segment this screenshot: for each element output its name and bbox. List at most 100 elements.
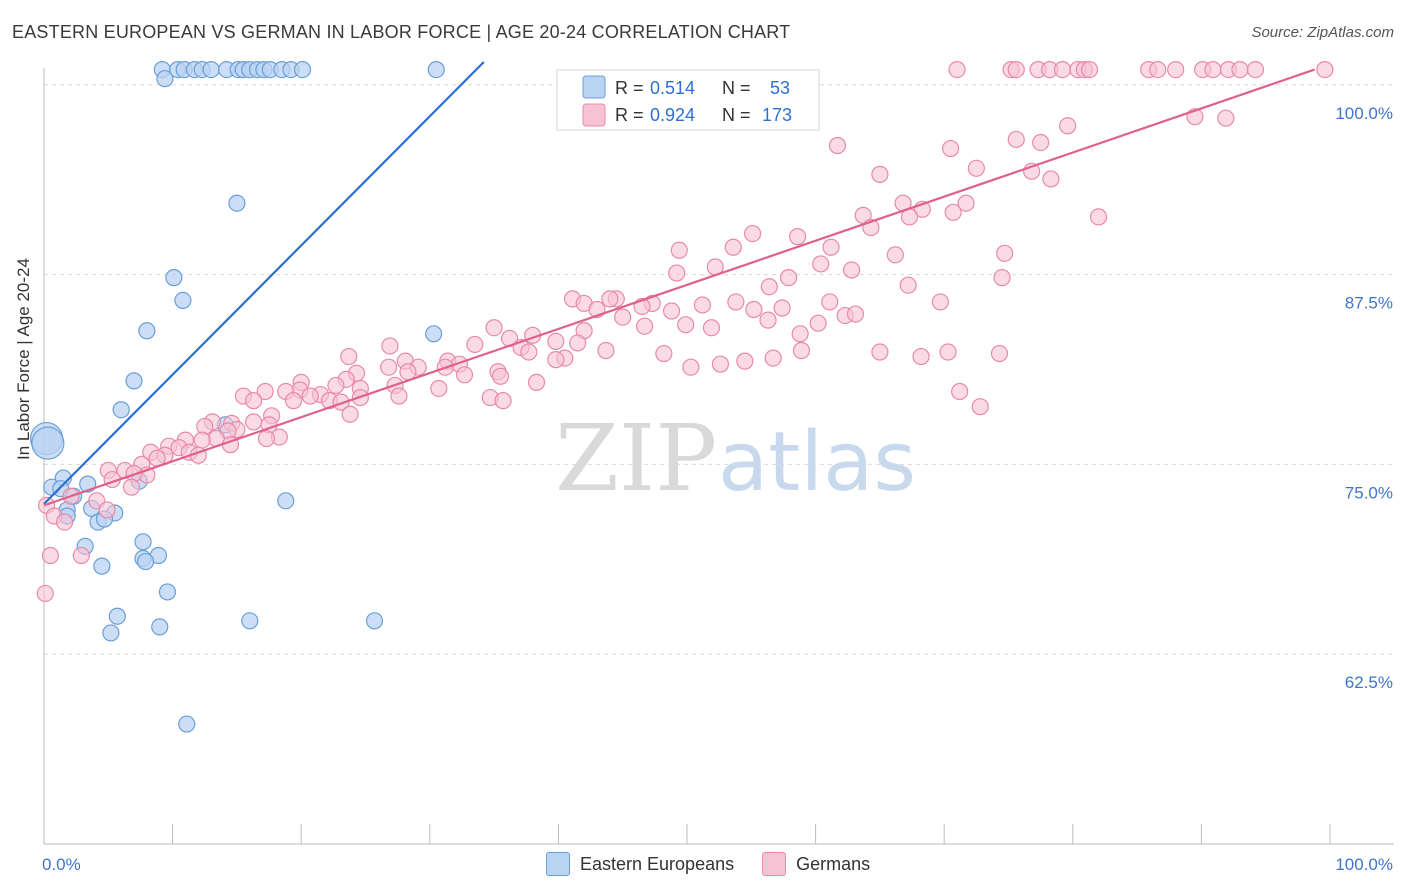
point-german-170: [912, 347, 930, 366]
point-german-72: [702, 319, 721, 337]
y-tick-label-2: 87.5%: [1345, 294, 1393, 313]
point-german-85: [871, 343, 889, 361]
point-german-96: [682, 358, 700, 376]
point-eastern-european-52: [102, 624, 120, 642]
point-german-47: [993, 269, 1011, 287]
y-axis-label: In Labor Force | Age 20-24: [14, 258, 33, 460]
point-german-103: [491, 367, 510, 385]
y-tick-label-0: 62.5%: [1345, 673, 1393, 692]
watermark-atlas: atlas: [718, 415, 916, 510]
point-german-91: [547, 351, 565, 369]
point-german-63: [662, 302, 681, 320]
point-german-168: [939, 343, 957, 361]
x-tick-label-1: 100.0%: [1335, 855, 1393, 874]
point-german-44: [812, 255, 830, 273]
point-german-15: [1231, 60, 1249, 79]
legend-label-eastern-europeans: Eastern Europeans: [580, 853, 735, 874]
point-german-70: [759, 311, 777, 329]
point-german-131: [245, 413, 263, 431]
point-eastern-european-24: [112, 401, 130, 419]
point-german-2: [1007, 60, 1025, 79]
legend-swatch-pink: [582, 103, 606, 127]
point-eastern-european-15: [293, 60, 312, 79]
point-german-37: [743, 224, 762, 243]
point-german-23: [828, 136, 847, 155]
point-eastern-european-46: [93, 557, 111, 575]
x-tick-label-0: 0.0%: [42, 855, 81, 874]
point-german-162: [72, 546, 90, 565]
legend-swatch-blue: [582, 75, 606, 99]
y-tick-label-3: 100.0%: [1335, 104, 1393, 123]
point-german-115: [390, 387, 408, 405]
point-german-28: [871, 165, 889, 183]
legend-r-label-1: R =: [615, 78, 644, 98]
point-german-27: [1042, 170, 1060, 188]
point-german-120: [284, 392, 303, 410]
point-german-126: [951, 382, 969, 401]
point-german-78: [547, 332, 565, 350]
point-eastern-european-48: [108, 607, 126, 625]
legend-r-value-1: 0.514: [650, 78, 695, 98]
point-eastern-european-40: [277, 492, 295, 510]
legend-item-eastern-europeans: Eastern Europeans: [546, 852, 734, 876]
trendline-eastern-europeans: [43, 61, 485, 505]
point-german-24: [942, 139, 960, 158]
point-german-166: [764, 349, 782, 367]
bottom-legend: Eastern Europeans Germans: [546, 852, 898, 876]
point-german-51: [899, 276, 917, 294]
point-eastern-european-16: [427, 60, 445, 79]
point-german-94: [380, 358, 398, 376]
point-eastern-european-47: [158, 583, 177, 601]
legend-box: R = 0.514 N = 53 R = 0.924 N = 173: [556, 69, 820, 131]
legend-n-value-1: 53: [770, 78, 790, 98]
point-german-124: [494, 392, 512, 410]
point-german-33: [1089, 208, 1108, 226]
point-german-20: [1059, 117, 1077, 135]
point-german-159: [98, 501, 116, 519]
point-eastern-european-51: [151, 618, 169, 636]
point-german-82: [597, 341, 615, 360]
point-eastern-european-5: [202, 60, 220, 79]
chart-title: EASTERN EUROPEAN VS GERMAN IN LABOR FORC…: [12, 22, 791, 42]
y-tick-label-1: 75.0%: [1345, 483, 1393, 502]
point-german-83: [655, 344, 673, 363]
point-german-74: [485, 319, 503, 337]
point-german-65: [773, 299, 791, 317]
point-german-40: [670, 241, 688, 259]
point-german-123: [332, 393, 350, 411]
point-german-10: [1149, 60, 1167, 79]
point-german-164: [36, 584, 54, 603]
point-german-169: [736, 352, 754, 370]
legend-n-value-2: 173: [762, 105, 792, 125]
point-german-71: [635, 317, 654, 335]
point-german-48: [779, 269, 798, 287]
point-eastern-european-27: [31, 426, 65, 460]
point-german-93: [340, 347, 358, 366]
point-german-21: [1007, 130, 1025, 149]
legend-swatch-germans: [762, 852, 787, 876]
point-german-31: [957, 194, 975, 212]
point-german-68: [809, 314, 827, 332]
point-german-167: [791, 325, 809, 343]
point-german-50: [760, 278, 778, 296]
point-eastern-european-49: [241, 612, 259, 630]
trendlines: [43, 61, 1315, 507]
point-german-13: [1204, 60, 1222, 79]
point-german-64: [745, 300, 763, 319]
point-german-0: [948, 60, 966, 79]
trendline-germans: [43, 68, 1315, 507]
point-german-43: [886, 246, 904, 264]
point-german-22: [1032, 133, 1050, 152]
point-german-19: [1217, 109, 1235, 127]
legend-item-germans: Germans: [762, 852, 870, 876]
point-german-67: [614, 308, 632, 326]
point-german-155: [122, 478, 141, 496]
point-german-32: [944, 203, 962, 221]
point-eastern-european-20: [174, 291, 192, 309]
point-german-17: [1316, 60, 1334, 79]
point-german-125: [341, 405, 359, 423]
point-german-41: [724, 238, 742, 256]
point-german-102: [455, 366, 474, 384]
point-german-61: [693, 296, 712, 314]
